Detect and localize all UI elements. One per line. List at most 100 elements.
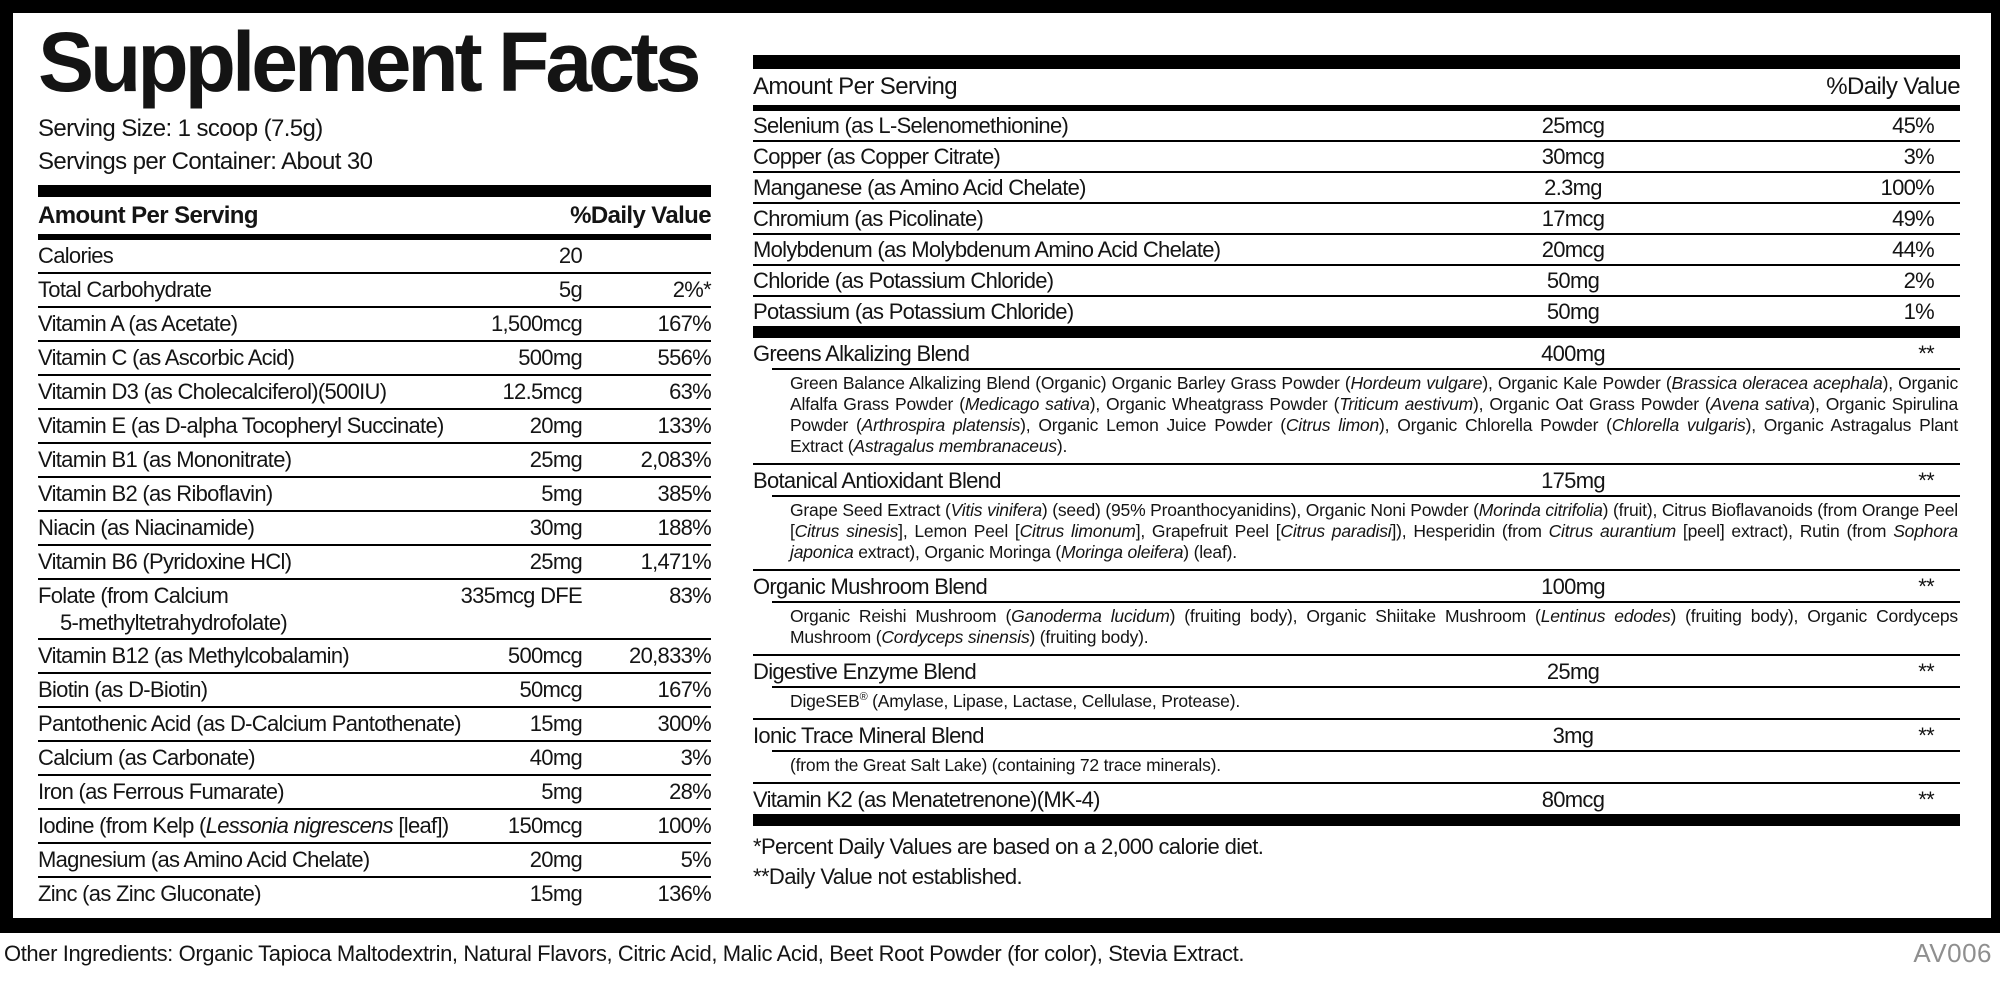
row-name: Vitamin C (as Ascorbic Acid) xyxy=(38,342,295,374)
table-row: Pantothenic Acid (as D-Calcium Pantothen… xyxy=(38,708,712,742)
row-name: Vitamin A (as Acetate) xyxy=(38,308,238,340)
right-panel: Amount Per Serving %Daily Value Selenium… xyxy=(753,13,1961,918)
row-daily-value: 100% xyxy=(1880,175,1935,200)
row-name: Iron (as Ferrous Fumarate) xyxy=(38,776,285,808)
text-segment: ) (seed) (95% Proanthocyanidins), Organi… xyxy=(1041,500,1479,520)
row-daily-value: 136% xyxy=(657,881,712,906)
daily-value-header: %Daily Value xyxy=(1826,73,1960,100)
row-daily-value: 3% xyxy=(680,745,712,770)
left-nutrient-table: Calories 20 Total Carbohydrate 5g 2%* Vitamin… xyxy=(38,240,712,910)
blend-description: Green Balance Alkalizing Blend (Organic)… xyxy=(753,370,1960,463)
separator xyxy=(753,463,1960,465)
left-table-header: Amount Per Serving %Daily Value xyxy=(38,197,712,234)
blend-daily-value: ** xyxy=(1918,787,1934,812)
latin-name: Moringa oleifera xyxy=(1060,542,1184,562)
label-code: AV006 xyxy=(1913,938,1992,968)
thick-divider xyxy=(753,326,1960,338)
latin-name: Hordeum vulgare xyxy=(1350,373,1483,393)
latin-name: Astragalus membranaceus xyxy=(853,436,1057,456)
table-row: Vitamin A (as Acetate) 1,500mcg 167% xyxy=(38,308,712,342)
row-name: Vitamin B2 (as Riboflavin) xyxy=(38,478,273,510)
latin-name: Citrus paradisi xyxy=(1280,521,1392,541)
table-row: Biotin (as D-Biotin) 50mcg 167% xyxy=(38,674,712,708)
separator xyxy=(772,601,1960,603)
table-row: Molybdenum (as Molybdenum Amino Acid Che… xyxy=(753,235,1960,266)
thick-divider xyxy=(38,185,711,197)
latin-name: Avena sativa xyxy=(1710,394,1810,414)
table-row: Chromium (as Picolinate) 17mcg 49% xyxy=(753,204,1960,235)
row-amount: 50mcg xyxy=(519,677,582,702)
row-daily-value: 188% xyxy=(657,515,712,540)
text-segment: Grape Seed Extract ( xyxy=(790,500,951,520)
text-segment: ), Organic Wheatgrass Powder ( xyxy=(1089,394,1340,414)
latin-name: Vitis vinifera xyxy=(950,500,1042,520)
text-segment: Folate (from Calcium xyxy=(38,583,229,608)
table-row: Folate (from Calcium 5-methyltetrahydrofo… xyxy=(38,580,712,640)
row-name: Vitamin B6 (Pyridoxine HCl) xyxy=(38,546,292,578)
table-row: Vitamin C (as Ascorbic Acid) 500mg 556% xyxy=(38,342,712,376)
row-name: Selenium (as L-Selenomethionine) xyxy=(753,113,1069,138)
table-row: Vitamin B2 (as Riboflavin) 5mg 385% xyxy=(38,478,712,512)
table-row: Vitamin D3 (as Cholecalciferol)(500IU) 12… xyxy=(38,376,712,410)
row-amount: 15mg xyxy=(529,881,583,906)
row-name: Manganese (as Amino Acid Chelate) xyxy=(753,175,1086,200)
row-daily-value: 300% xyxy=(657,711,712,736)
row-amount: 5g xyxy=(558,277,583,302)
row-amount: 20mg xyxy=(529,413,583,438)
blend-description: (from the Great Salt Lake) (containing 7… xyxy=(753,752,1960,782)
blend-amount: 25mg xyxy=(1546,659,1600,684)
registered-mark: ® xyxy=(859,691,868,704)
text-segment: Vitamin A (as Acetate) xyxy=(38,311,238,336)
table-row: Vitamin B6 (Pyridoxine HCl) 25mg 1,471% xyxy=(38,546,712,580)
text-segment: ) (leaf). xyxy=(1183,542,1237,562)
medium-divider xyxy=(38,234,711,240)
row-amount: 30mg xyxy=(529,515,583,540)
table-row: Zinc (as Zinc Gluconate) 15mg 136% xyxy=(38,878,712,910)
text-segment: ) (fruiting body), Organic Shiitake Mush… xyxy=(1169,606,1541,626)
row-name: Calcium (as Carbonate) xyxy=(38,742,256,774)
text-segment: ), Organic Spirulina Powder ( xyxy=(790,394,1958,435)
blend-amount: 80mcg xyxy=(1541,787,1605,812)
row-daily-value: 2% xyxy=(1903,268,1935,293)
table-row: Vitamin E (as D-alpha Tocopheryl Succina… xyxy=(38,410,712,444)
row-daily-value: 83% xyxy=(669,583,712,608)
text-segment: ), Organic Alfalfa Grass Powder ( xyxy=(790,373,1958,414)
blend-daily-value: ** xyxy=(1918,574,1934,599)
row-name: Chromium (as Picolinate) xyxy=(753,206,984,231)
row-amount: 17mcg xyxy=(1541,206,1605,231)
row-name: Potassium (as Potassium Chloride) xyxy=(753,299,1074,324)
latin-name: Cordyceps sinensis xyxy=(881,627,1030,647)
row-name: Folate (from Calcium 5-methyltetrahydrofo… xyxy=(38,582,288,636)
text-segment: Total Carbohydrate xyxy=(38,277,212,302)
blend-name: Botanical Antioxidant Blend xyxy=(753,468,1001,493)
text-segment: ) (fruit), Citrus Bioflavanoids (from Or… xyxy=(790,500,1958,541)
text-segment: Vitamin B2 (as Riboflavin) xyxy=(38,481,273,506)
amount-per-serving-header: Amount Per Serving xyxy=(753,73,958,100)
text-segment: ), Organic Kale Powder ( xyxy=(1482,373,1672,393)
row-amount: 5mg xyxy=(541,779,582,804)
frame-left-border xyxy=(0,0,13,933)
latin-name: Chlorella vulgaris xyxy=(1611,415,1746,435)
text-segment: Vitamin E (as D-alpha Tocopheryl Succina… xyxy=(38,413,444,438)
blend-amount: 100mg xyxy=(1541,574,1605,599)
text-segment: Vitamin B12 (as Methylcobalamin) xyxy=(38,643,350,668)
blend-amount: 400mg xyxy=(1541,341,1605,366)
row-amount: 500mg xyxy=(518,345,582,370)
row-daily-value: 1% xyxy=(1903,299,1935,324)
row-amount: 2.3mg xyxy=(1544,175,1602,200)
separator xyxy=(753,718,1960,720)
serving-info: Serving Size: 1 scoop (7.5g) Servings pe… xyxy=(38,112,711,178)
separator xyxy=(753,654,1960,656)
latin-name: Brassica oleracea acephala xyxy=(1671,373,1883,393)
row-amount: 335mcg DFE xyxy=(460,583,583,608)
text-segment: ). xyxy=(1056,436,1068,456)
latin-name: Citrus sinesis xyxy=(794,521,899,541)
other-ingredients: Other Ingredients: Organic Tapioca Malto… xyxy=(4,941,1245,966)
text-segment: Vitamin D3 (as Cholecalciferol)(500IU) xyxy=(38,379,387,404)
table-row: Total Carbohydrate 5g 2%* xyxy=(38,274,712,308)
text-segment: ], Grapefruit Peel [ xyxy=(1135,521,1281,541)
latin-name: Citrus aurantium xyxy=(1548,521,1677,541)
latin-name: Morinda citrifolia xyxy=(1478,500,1603,520)
text-segment: Vitamin B1 (as Mononitrate) xyxy=(38,447,292,472)
